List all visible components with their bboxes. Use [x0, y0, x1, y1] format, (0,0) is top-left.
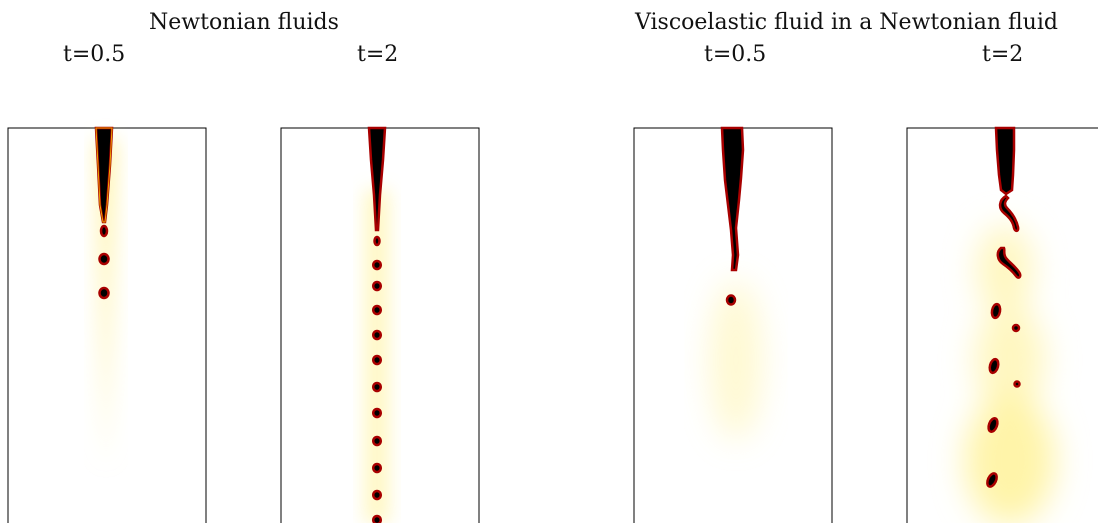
jet-column	[367, 126, 387, 232]
panel-time-label: t=2	[357, 42, 399, 67]
group-title-viscoelastic: Viscoelastic fluid in a Newtonian fluid	[635, 10, 1058, 35]
panel-newtonian-t05	[7, 126, 207, 523]
panel-time-label: t=0.5	[704, 42, 767, 67]
droplets	[725, 294, 737, 306]
panel-frame	[906, 127, 1098, 523]
group-title-newtonian: Newtonian fluids	[149, 10, 339, 35]
jet-column	[994, 126, 1016, 196]
droplets	[98, 224, 110, 300]
panel-time-label: t=0.5	[63, 42, 126, 67]
panel-newtonian-t2	[280, 126, 480, 523]
panel-viscoelastic-t2	[906, 126, 1098, 523]
jet-column	[720, 126, 745, 272]
droplets	[986, 194, 1022, 488]
wake-glow	[95, 140, 117, 470]
wake-glow	[710, 280, 762, 440]
panel-time-label: t=2	[982, 42, 1024, 67]
droplets	[371, 235, 383, 523]
panel-viscoelastic-t05	[633, 126, 833, 523]
